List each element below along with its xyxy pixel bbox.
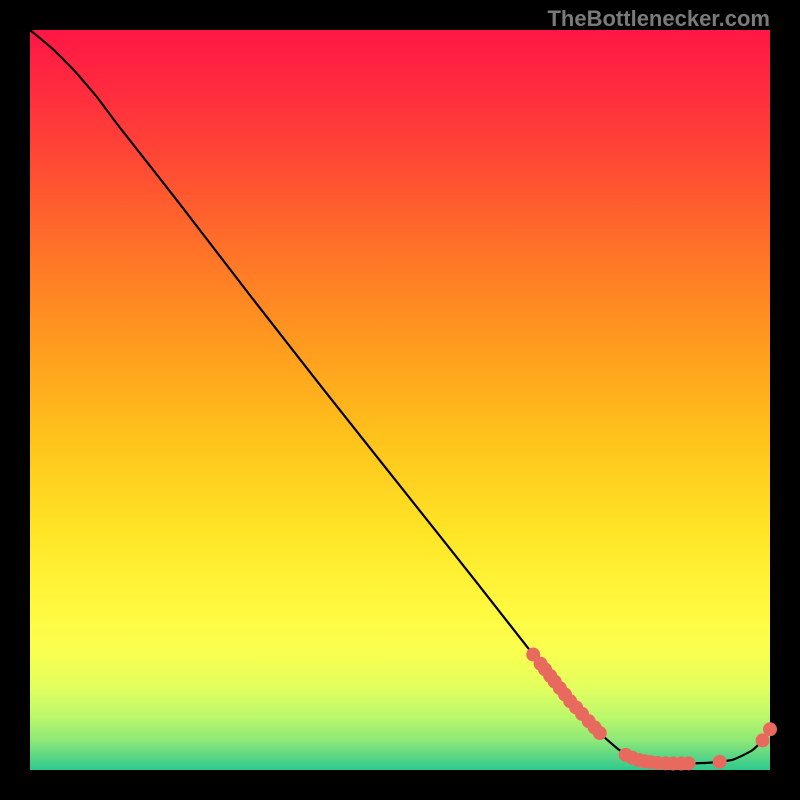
- chart-frame: TheBottlenecker.com: [0, 0, 800, 800]
- watermark-label: TheBottlenecker.com: [547, 6, 770, 32]
- plot-area: [30, 30, 770, 770]
